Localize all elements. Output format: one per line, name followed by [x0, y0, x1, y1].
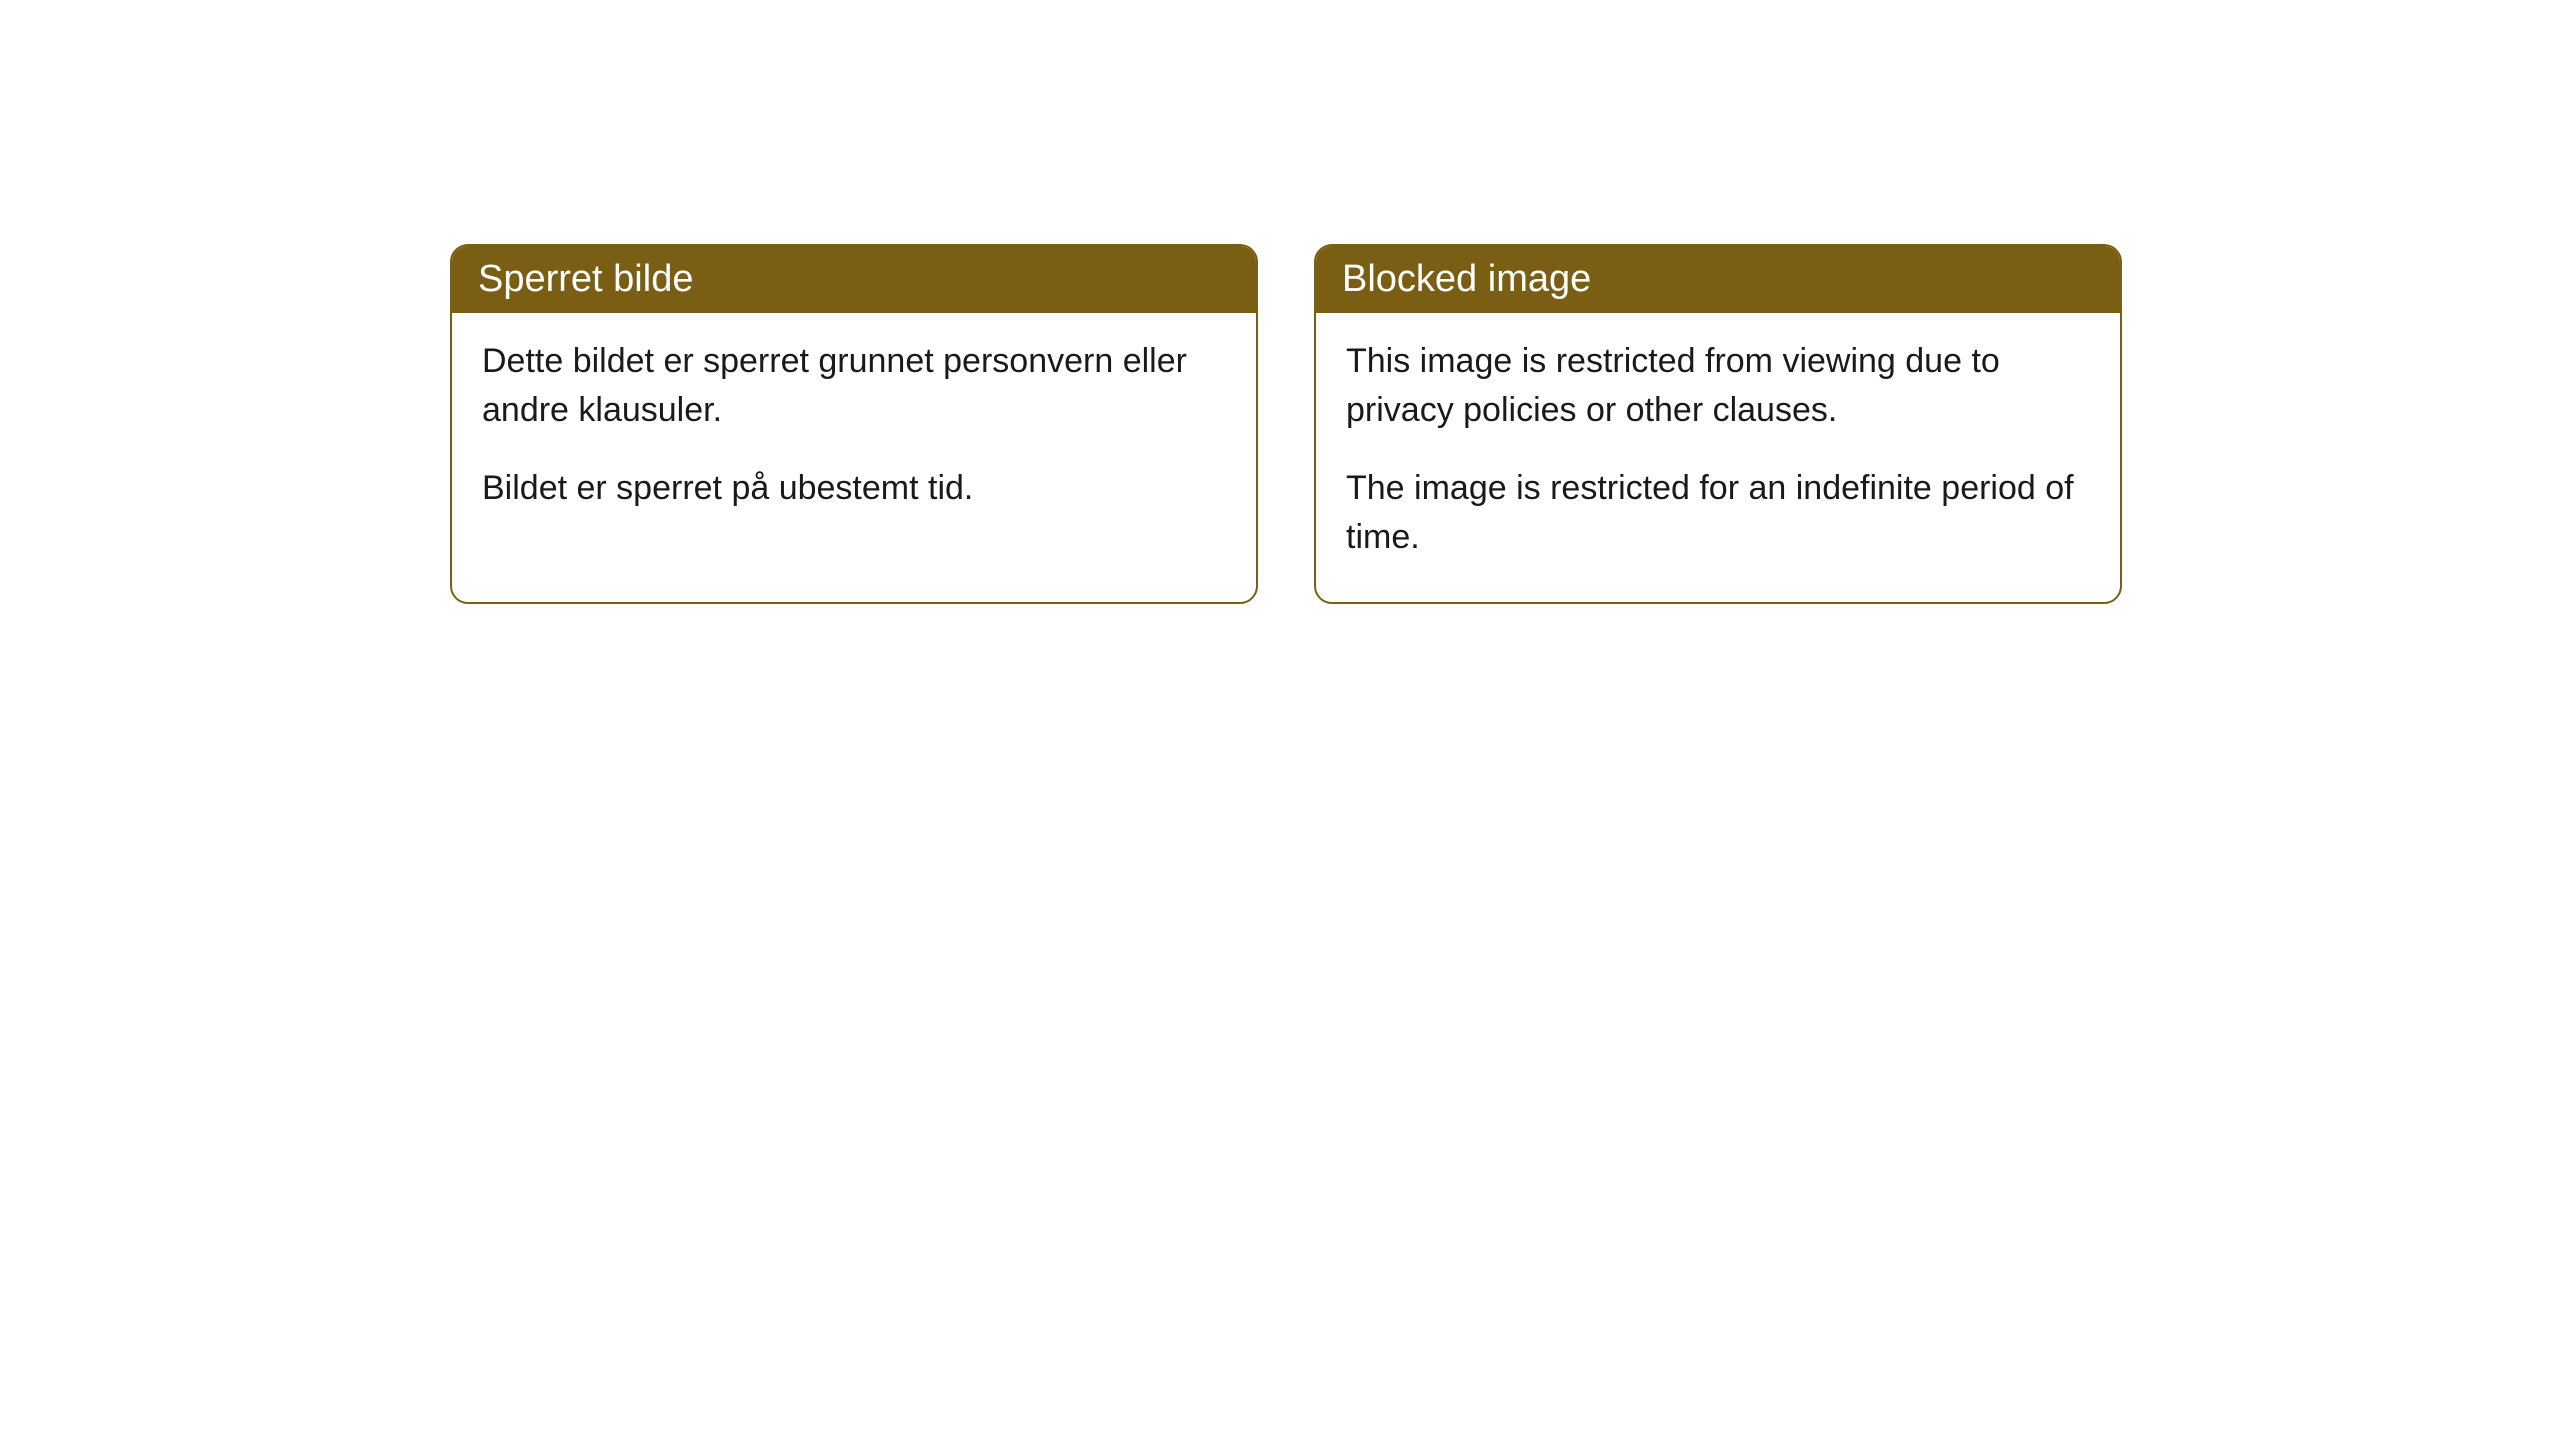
- notice-card-english: Blocked image This image is restricted f…: [1314, 244, 2122, 604]
- notice-body: This image is restricted from viewing du…: [1316, 313, 2120, 602]
- notice-title: Blocked image: [1342, 258, 1591, 300]
- notice-header: Sperret bilde: [452, 246, 1256, 313]
- notice-paragraph: This image is restricted from viewing du…: [1346, 337, 2090, 436]
- notice-header: Blocked image: [1316, 246, 2120, 313]
- notice-container: Sperret bilde Dette bildet er sperret gr…: [450, 244, 2122, 604]
- notice-paragraph: The image is restricted for an indefinit…: [1346, 464, 2090, 563]
- notice-body: Dette bildet er sperret grunnet personve…: [452, 313, 1256, 553]
- notice-card-norwegian: Sperret bilde Dette bildet er sperret gr…: [450, 244, 1258, 604]
- notice-paragraph: Dette bildet er sperret grunnet personve…: [482, 337, 1226, 436]
- notice-title: Sperret bilde: [478, 258, 693, 300]
- notice-paragraph: Bildet er sperret på ubestemt tid.: [482, 464, 1226, 513]
